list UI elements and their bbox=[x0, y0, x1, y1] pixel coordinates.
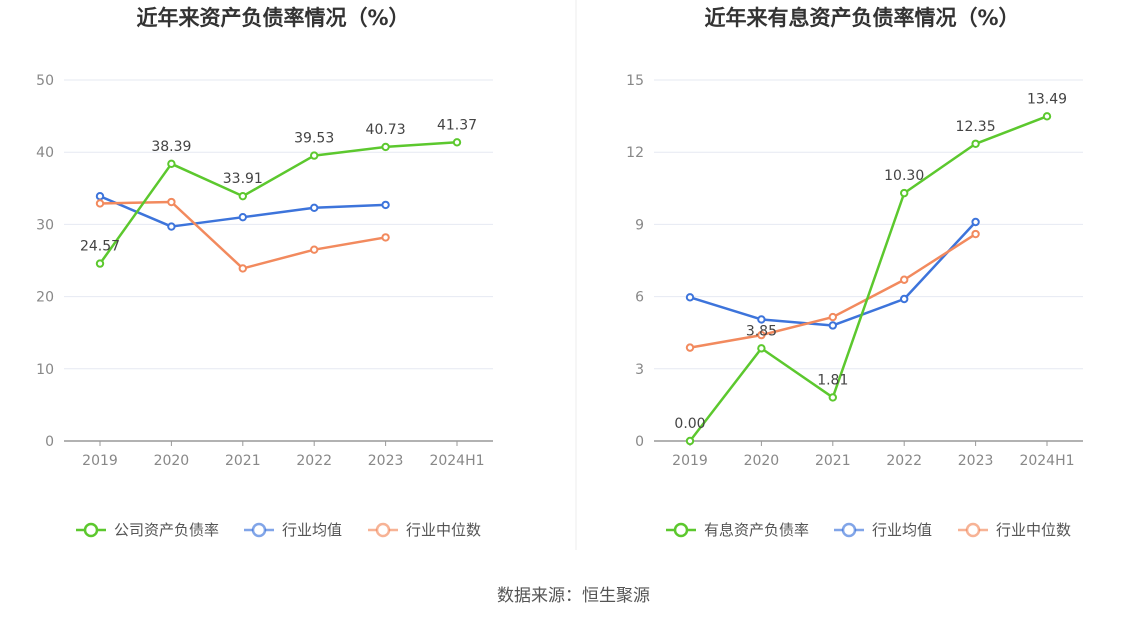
data-point[interactable] bbox=[381, 142, 390, 152]
series-line bbox=[99, 195, 386, 228]
data-label: 41.37 bbox=[437, 117, 477, 133]
data-label: 10.30 bbox=[884, 168, 924, 184]
interest-debt-ratio-chart: 近年来有息资产负债率情况（%） 0 3 6 9 12 15 2019 2020 2021 2022 2… bbox=[626, 6, 1083, 539]
data-label: 12.35 bbox=[956, 119, 996, 135]
legend-label[interactable]: 行业中位数 bbox=[996, 521, 1071, 539]
y-tick-label: 9 bbox=[635, 217, 644, 233]
data-point[interactable] bbox=[381, 200, 390, 210]
y-tick-label: 12 bbox=[626, 145, 644, 161]
y-tick-label: 0 bbox=[45, 434, 54, 450]
data-point[interactable] bbox=[238, 212, 248, 222]
x-tick-label: 2024H1 bbox=[1019, 453, 1074, 469]
legend-label[interactable]: 行业均值 bbox=[872, 521, 932, 539]
legend-label[interactable]: 行业均值 bbox=[282, 521, 342, 539]
x-tick-label: 2021 bbox=[815, 453, 851, 469]
data-point[interactable] bbox=[167, 222, 176, 231]
data-point[interactable] bbox=[828, 321, 837, 330]
y-tick-label: 30 bbox=[36, 217, 54, 233]
x-tick-label: 2019 bbox=[672, 453, 708, 469]
data-label: 0.00 bbox=[674, 416, 705, 432]
data-point[interactable] bbox=[95, 259, 105, 268]
data-point[interactable] bbox=[238, 191, 248, 201]
legend-marker[interactable] bbox=[965, 522, 981, 538]
x-tick-label: 2019 bbox=[82, 453, 118, 469]
y-tick-label: 20 bbox=[36, 290, 54, 306]
data-label: 24.57 bbox=[80, 239, 120, 255]
y-tick-label: 50 bbox=[36, 73, 54, 89]
series-line bbox=[689, 232, 977, 349]
data-point[interactable] bbox=[757, 344, 766, 353]
y-tick-label: 40 bbox=[36, 145, 54, 161]
data-point[interactable] bbox=[95, 199, 105, 208]
y-tick-label: 3 bbox=[635, 362, 644, 378]
legend-marker[interactable] bbox=[83, 522, 99, 538]
chart-title: 近年来有息资产负债率情况（%） bbox=[704, 6, 1019, 30]
legend-marker[interactable] bbox=[375, 522, 391, 538]
data-point[interactable] bbox=[900, 275, 909, 284]
data-point[interactable] bbox=[757, 330, 766, 340]
series-line bbox=[689, 115, 1048, 442]
data-point[interactable] bbox=[685, 436, 695, 446]
data-point[interactable] bbox=[685, 293, 695, 302]
legend-label[interactable]: 有息资产负债率 bbox=[704, 521, 809, 539]
x-tick-label: 2020 bbox=[154, 453, 190, 469]
legend-marker[interactable] bbox=[251, 522, 267, 538]
data-label: 40.73 bbox=[366, 122, 406, 138]
y-tick-label: 15 bbox=[626, 73, 644, 89]
y-tick-label: 0 bbox=[635, 434, 644, 450]
data-point[interactable] bbox=[900, 294, 909, 304]
data-point[interactable] bbox=[828, 393, 837, 402]
data-source-note: 数据来源：恒生聚源 bbox=[497, 586, 650, 606]
data-point[interactable] bbox=[757, 315, 766, 324]
data-label: 33.91 bbox=[223, 171, 263, 187]
data-point[interactable] bbox=[310, 151, 319, 160]
data-label: 13.49 bbox=[1027, 91, 1067, 107]
debt-ratio-chart: 近年来资产负债率情况（%） 0 10 20 30 40 50 2019 2020 2021 2022… bbox=[36, 6, 493, 539]
x-tick-label: 2023 bbox=[958, 453, 994, 469]
legend-marker[interactable] bbox=[673, 522, 689, 538]
chart-title: 近年来资产负债率情况（%） bbox=[136, 6, 409, 30]
legend-label[interactable]: 公司资产负债率 bbox=[114, 521, 219, 539]
data-point[interactable] bbox=[971, 139, 980, 148]
x-tick-label: 2024H1 bbox=[429, 453, 484, 469]
x-tick-label: 2020 bbox=[744, 453, 780, 469]
data-point[interactable] bbox=[95, 192, 105, 201]
y-tick-label: 10 bbox=[36, 362, 54, 378]
data-point[interactable] bbox=[900, 188, 909, 198]
data-point[interactable] bbox=[238, 264, 248, 273]
data-point[interactable] bbox=[167, 197, 176, 207]
series-line bbox=[689, 221, 977, 327]
data-point[interactable] bbox=[685, 343, 695, 352]
data-label: 38.39 bbox=[151, 139, 191, 155]
legend-marker[interactable] bbox=[841, 522, 857, 538]
data-point[interactable] bbox=[310, 245, 319, 254]
series-line bbox=[98, 141, 458, 265]
data-label: 3.85 bbox=[746, 323, 777, 339]
data-point[interactable] bbox=[828, 312, 837, 322]
data-point[interactable] bbox=[167, 159, 176, 169]
data-point[interactable] bbox=[452, 138, 462, 147]
data-point[interactable] bbox=[381, 233, 390, 242]
x-tick-label: 2022 bbox=[886, 453, 922, 469]
data-label: 1.81 bbox=[817, 372, 848, 388]
x-tick-label: 2022 bbox=[296, 453, 332, 469]
x-tick-label: 2021 bbox=[225, 453, 261, 469]
legend-label[interactable]: 行业中位数 bbox=[406, 521, 481, 539]
data-point[interactable] bbox=[971, 217, 980, 227]
data-point[interactable] bbox=[1042, 112, 1052, 121]
y-tick-label: 6 bbox=[635, 290, 644, 306]
x-tick-label: 2023 bbox=[368, 453, 404, 469]
data-point[interactable] bbox=[971, 229, 980, 239]
series-line bbox=[99, 200, 386, 270]
data-label: 39.53 bbox=[294, 131, 334, 147]
data-point[interactable] bbox=[310, 203, 319, 212]
